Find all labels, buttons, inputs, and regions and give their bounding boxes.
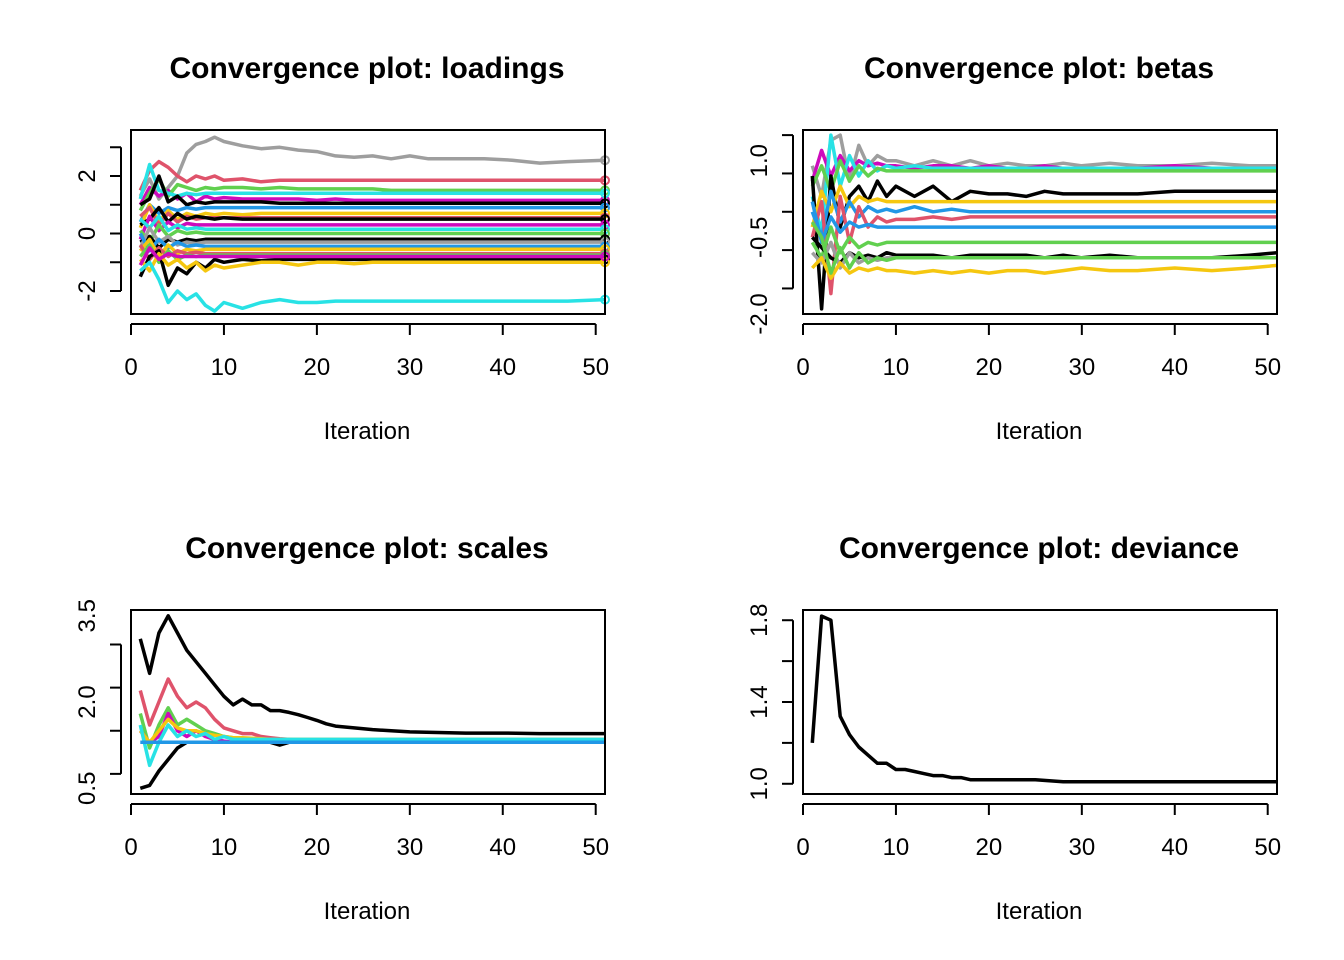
series-line bbox=[138, 223, 605, 244]
series-layer bbox=[810, 614, 1277, 784]
x-tick-label: 20 bbox=[976, 354, 1003, 381]
series-line bbox=[139, 205, 605, 227]
panel-betas: Convergence plot: betas 0 10 20 30 40 50 -2.0… bbox=[746, 52, 1281, 445]
x-tick-label: 10 bbox=[211, 354, 238, 381]
panel-scales: Convergence plot: scales 0 10 20 30 40 50 0.5… bbox=[74, 532, 609, 925]
x-tick-label: 0 bbox=[796, 834, 809, 861]
y-tick-label: 2.0 bbox=[74, 685, 101, 718]
x-tick-label: 0 bbox=[796, 354, 809, 381]
x-axis-label: Iteration bbox=[324, 418, 411, 445]
y-axis: 1.0 1.4 1.8 bbox=[746, 604, 794, 800]
x-tick-label: 20 bbox=[304, 354, 331, 381]
panel-title: Convergence plot: betas bbox=[864, 52, 1214, 85]
x-tick-label: 0 bbox=[124, 834, 137, 861]
y-tick-label: 1.8 bbox=[746, 604, 773, 637]
series-line bbox=[811, 256, 1278, 280]
series-line bbox=[138, 159, 605, 192]
x-tick-label: 40 bbox=[489, 834, 516, 861]
panel-deviance: Convergence plot: deviance 0 10 20 30 40 50 1… bbox=[746, 532, 1281, 925]
series-line bbox=[138, 203, 605, 223]
x-tick-label: 0 bbox=[124, 354, 137, 381]
panel-title: Convergence plot: loadings bbox=[169, 52, 564, 85]
x-tick-label: 30 bbox=[1068, 354, 1095, 381]
series-line bbox=[138, 232, 605, 253]
x-tick-label: 50 bbox=[1254, 354, 1281, 381]
plot-frame bbox=[130, 609, 606, 795]
y-tick-label: 1.0 bbox=[746, 144, 773, 177]
series-line bbox=[139, 205, 605, 227]
series-line bbox=[138, 246, 605, 266]
x-tick-label: 30 bbox=[396, 354, 423, 381]
series-line bbox=[138, 162, 605, 200]
y-tick-label: 2 bbox=[74, 169, 101, 182]
y-tick-label: 0 bbox=[74, 227, 101, 240]
x-tick-label: 10 bbox=[211, 834, 238, 861]
y-tick-label: -2.0 bbox=[746, 293, 773, 334]
x-axis-label: Iteration bbox=[996, 418, 1083, 445]
y-tick-label: 3.5 bbox=[74, 599, 101, 632]
x-tick-label: 50 bbox=[582, 834, 609, 861]
x-tick-label: 10 bbox=[883, 354, 910, 381]
y-tick-label: 0.5 bbox=[74, 772, 101, 805]
series-layer bbox=[138, 135, 610, 313]
series-line bbox=[810, 201, 1277, 245]
panel-loadings: Convergence plot: loadings 0 10 20 30 40 50 -… bbox=[74, 52, 610, 445]
series-line bbox=[139, 214, 605, 233]
plot-frame bbox=[130, 129, 606, 315]
series-line bbox=[138, 135, 606, 201]
y-tick-label: -0.5 bbox=[746, 217, 773, 258]
plot-frame bbox=[802, 609, 1278, 795]
series-line bbox=[810, 148, 1277, 182]
panel-title: Convergence plot: deviance bbox=[839, 532, 1239, 565]
series-line bbox=[139, 234, 605, 250]
panel-title: Convergence plot: scales bbox=[185, 532, 548, 565]
series-line bbox=[138, 251, 605, 273]
series-line bbox=[139, 260, 606, 313]
x-axis: 0 10 20 30 40 50 bbox=[796, 323, 1281, 381]
x-tick-label: 40 bbox=[1161, 354, 1188, 381]
x-axis-label: Iteration bbox=[996, 898, 1083, 925]
x-tick-label: 20 bbox=[976, 834, 1003, 861]
series-line bbox=[810, 225, 1277, 260]
series-line bbox=[810, 133, 1277, 199]
x-axis: 0 10 20 30 40 50 bbox=[796, 803, 1281, 861]
x-axis: 0 10 20 30 40 50 bbox=[124, 803, 609, 861]
series-line bbox=[810, 158, 1277, 194]
series-line bbox=[139, 740, 605, 790]
x-tick-label: 40 bbox=[1161, 834, 1188, 861]
y-axis: -2.0 -0.5 1.0 bbox=[746, 134, 794, 335]
series-line bbox=[810, 174, 1277, 311]
series-line bbox=[810, 614, 1277, 784]
series-line bbox=[138, 249, 605, 288]
series-line bbox=[810, 221, 1277, 275]
x-axis: 0 10 20 30 40 50 bbox=[124, 323, 609, 381]
x-tick-label: 40 bbox=[489, 354, 516, 381]
y-tick-label: -2 bbox=[74, 280, 101, 301]
series-line bbox=[810, 133, 1277, 234]
x-tick-label: 50 bbox=[1254, 834, 1281, 861]
y-tick-label: 1.4 bbox=[746, 685, 773, 718]
y-axis: 0.5 2.0 3.5 bbox=[74, 599, 122, 805]
x-tick-label: 30 bbox=[396, 834, 423, 861]
series-line bbox=[810, 189, 1277, 240]
series-line bbox=[138, 614, 605, 736]
series-line bbox=[138, 723, 605, 768]
x-tick-label: 50 bbox=[582, 354, 609, 381]
series-layer bbox=[810, 133, 1278, 311]
series-layer bbox=[138, 614, 605, 790]
x-tick-label: 30 bbox=[1068, 834, 1095, 861]
x-tick-label: 10 bbox=[883, 834, 910, 861]
y-tick-label: 1.0 bbox=[746, 767, 773, 800]
x-axis-label: Iteration bbox=[324, 898, 411, 925]
plot-frame bbox=[802, 129, 1278, 315]
x-tick-label: 20 bbox=[304, 834, 331, 861]
y-axis: -2 0 2 bbox=[74, 146, 122, 302]
series-line bbox=[139, 174, 605, 207]
series-line bbox=[138, 177, 605, 212]
